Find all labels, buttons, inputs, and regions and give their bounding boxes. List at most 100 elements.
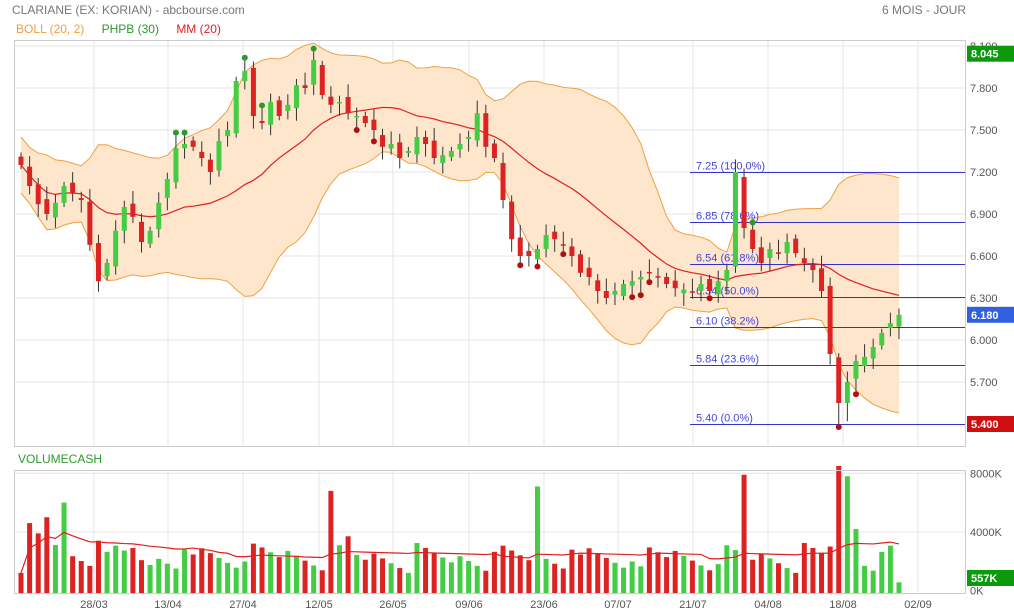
volume-bar xyxy=(104,551,110,593)
volume-bar xyxy=(52,545,58,593)
candle-body xyxy=(423,137,429,144)
volume-bar xyxy=(664,557,670,593)
volume-bar xyxy=(414,543,420,593)
candle-body xyxy=(173,148,179,183)
volume-average-line xyxy=(20,531,900,574)
volume-bar xyxy=(87,565,93,593)
volume-bar xyxy=(466,561,472,593)
last-volume-badge: 557K xyxy=(971,573,997,585)
volume-bar xyxy=(35,533,41,593)
volume-bar xyxy=(552,563,558,593)
candle-body xyxy=(457,144,463,150)
volume-bar xyxy=(483,570,489,593)
candle-body xyxy=(672,280,678,289)
candle-body xyxy=(242,71,248,81)
candle-body xyxy=(887,323,893,328)
candle-body xyxy=(491,143,497,158)
volume-bar xyxy=(216,557,222,593)
candle-body xyxy=(250,67,256,116)
volume-bar xyxy=(457,556,463,593)
volume-bar xyxy=(388,563,394,593)
candle-body xyxy=(216,141,222,171)
volume-bar xyxy=(629,561,635,593)
volume-bar xyxy=(810,548,816,593)
sell-signal-dot xyxy=(852,391,859,398)
fib-label: 5.40 (0.0%) xyxy=(696,413,753,425)
volume-tick-label: 4000K xyxy=(970,527,1002,539)
candle-body xyxy=(664,277,670,284)
legend-mm: MM (20) xyxy=(176,22,221,36)
volume-bar xyxy=(345,536,351,593)
volume-bar xyxy=(113,545,119,593)
volume-bar xyxy=(293,555,299,593)
volume-bar xyxy=(440,557,446,593)
buy-signal-dot xyxy=(241,54,248,61)
fib-label: 6.34 (50.0%) xyxy=(696,286,759,298)
x-tick-label: 12/05 xyxy=(305,599,333,611)
last-volume-badge-bg xyxy=(967,570,1014,586)
candle-body xyxy=(336,102,342,104)
candle-body xyxy=(164,179,170,198)
candle-body xyxy=(319,65,325,95)
candle-body xyxy=(78,198,84,200)
candle-body xyxy=(621,284,627,297)
period-label: 6 MOIS - JOUR xyxy=(881,3,966,17)
candle-body xyxy=(698,284,704,291)
moving-average xyxy=(20,106,900,296)
candle-body xyxy=(836,357,842,403)
volume-bars xyxy=(18,465,902,593)
candle-body xyxy=(775,252,781,254)
volume-bar xyxy=(259,547,265,593)
volume-bar xyxy=(526,560,532,593)
volume-bar xyxy=(173,568,179,593)
signal-dots xyxy=(172,45,859,430)
sell-signal-dot xyxy=(353,127,360,134)
y-tick-label: 7.500 xyxy=(970,125,998,137)
candle-body xyxy=(793,238,799,254)
candle-body xyxy=(27,166,33,186)
volume-bar xyxy=(182,549,188,593)
candle-body xyxy=(293,85,299,109)
candle-body xyxy=(560,244,566,246)
candle-body xyxy=(397,142,403,158)
candle-body xyxy=(810,264,816,270)
candle-body xyxy=(466,137,472,139)
y-tick-label: 6.000 xyxy=(970,335,998,347)
candle-body xyxy=(586,267,592,277)
volume-bar xyxy=(130,548,136,593)
candle-body xyxy=(113,230,119,267)
volume-bar xyxy=(603,557,609,593)
price-panel-frame xyxy=(14,40,966,447)
lower-band-line xyxy=(20,151,900,414)
candles xyxy=(18,51,902,424)
candle-body xyxy=(388,144,394,149)
volume-bar xyxy=(827,546,833,593)
candle-body xyxy=(534,249,540,260)
candle-body xyxy=(474,113,480,141)
volume-bar xyxy=(862,565,868,593)
volume-bar xyxy=(534,486,540,593)
volume-bar xyxy=(285,550,291,593)
candle-body xyxy=(603,291,609,298)
volume-bar xyxy=(139,560,145,593)
candle-body xyxy=(819,268,825,291)
volume-bar xyxy=(18,572,24,593)
volume-title: VOLUMECASH xyxy=(18,452,103,466)
volume-bar xyxy=(121,550,127,593)
candle-body xyxy=(896,314,902,327)
volume-bar xyxy=(655,552,661,593)
volume-bar xyxy=(362,559,368,593)
volume-bar xyxy=(715,564,721,593)
sell-signal-dot xyxy=(370,138,377,145)
candle-body xyxy=(431,140,437,158)
volume-bar xyxy=(578,554,584,593)
candle-body xyxy=(483,113,489,147)
volume-bar xyxy=(78,561,84,593)
candle-body xyxy=(500,163,506,200)
volume-bar xyxy=(207,553,213,593)
volume-bar xyxy=(784,568,790,593)
volume-bar xyxy=(156,558,162,593)
candle-body xyxy=(844,382,850,403)
candle-body xyxy=(758,247,764,263)
volume-bar xyxy=(853,528,859,593)
